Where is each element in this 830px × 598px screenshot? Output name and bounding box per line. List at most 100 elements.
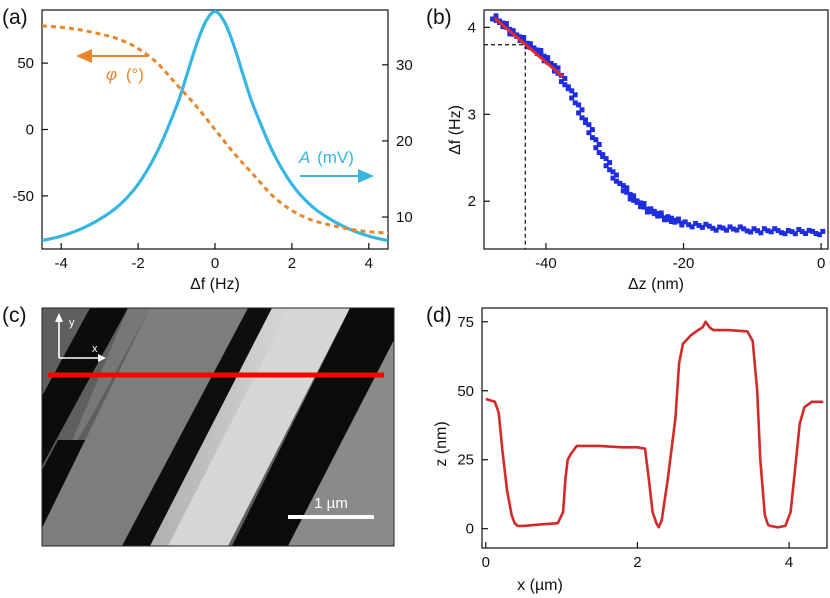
scatter-point (810, 228, 815, 234)
panel-label-d: (d) (426, 304, 452, 327)
scatter-point (820, 228, 826, 234)
scatter-point (613, 178, 619, 184)
scatter-point (569, 95, 575, 101)
scatter-point (775, 228, 781, 234)
afm-axis-y-label: y (69, 317, 75, 329)
scatter-point (620, 183, 626, 189)
scatter-point (641, 201, 647, 206)
afm-trench-2 (122, 308, 272, 546)
phase-label: φ (°) (106, 65, 144, 84)
afm-trench-3 (232, 308, 394, 546)
scatter-point (579, 115, 585, 121)
scatter-point (717, 224, 723, 230)
panel-b-ytick-label: 4 (468, 19, 476, 36)
scatter-point (689, 224, 695, 230)
scatter-point (782, 231, 788, 237)
scatter-point (720, 225, 726, 231)
scatter-point (627, 196, 633, 202)
scatter-point (596, 142, 602, 147)
scatter-point (586, 130, 592, 136)
scatter-point (706, 223, 712, 229)
panel-a-left-ytick-label: 50 (17, 55, 34, 72)
scatter-point (679, 222, 685, 228)
panel-b-ytick-label: 2 (468, 193, 476, 210)
scatter-point (558, 79, 564, 85)
scatter-point (696, 223, 702, 228)
afm-axis-x-label: x (92, 343, 98, 355)
panel-d-ytick-label: 50 (457, 383, 474, 400)
afm-axes-indicator: x y (55, 313, 106, 362)
scatter-point (562, 82, 568, 88)
amplitude-label: A (mV) (298, 148, 354, 167)
scatter-point (514, 32, 520, 38)
scatter-point (730, 226, 736, 232)
scatter-point (748, 229, 754, 235)
panel-d-xtick-label: 0 (482, 554, 490, 571)
scatter-point (651, 208, 657, 214)
scatter-point (665, 217, 671, 222)
panel-d-ytick-label: 0 (466, 521, 474, 538)
scatter-point (765, 228, 771, 234)
scale-bar-label: 1 µm (314, 495, 348, 512)
scatter-point (741, 226, 747, 232)
scatter-point (500, 20, 506, 26)
amplitude-curve (42, 10, 388, 243)
panel-b-points (490, 13, 826, 238)
scatter-point (534, 47, 540, 53)
scatter-point (669, 219, 674, 224)
scatter-point (751, 226, 757, 232)
scatter-point (792, 231, 798, 237)
panel-d: 0 2 4 0 25 50 75 x (µm) z (nm) (433, 307, 828, 594)
phase-curve (42, 24, 388, 235)
scatter-point (603, 156, 609, 162)
scatter-point (665, 214, 671, 220)
afm-frame (41, 307, 395, 547)
scatter-point (713, 227, 719, 233)
scatter-point (772, 226, 778, 232)
scatter-point (541, 53, 547, 59)
scatter-point (555, 65, 561, 71)
scatter-point (631, 193, 637, 199)
scatter-point (565, 86, 571, 92)
panel-b-ylabel: Δf (Hz) (447, 105, 464, 155)
scatter-point (607, 167, 613, 173)
afm-edge-shade (150, 308, 290, 546)
scatter-point (527, 41, 533, 47)
panel-d-ticks: 0 2 4 0 25 50 75 (457, 314, 793, 571)
scatter-point (693, 220, 699, 226)
scatter-point (548, 61, 554, 66)
scatter-point (799, 229, 805, 235)
panel-a-xtick-label: -4 (55, 255, 68, 272)
scatter-point (576, 110, 582, 116)
panel-d-xlabel: x (µm) (517, 577, 563, 594)
scatter-point (624, 185, 630, 191)
scatter-point (638, 200, 643, 206)
scatter-point (641, 204, 647, 210)
panel-a-xtick-label: -2 (131, 255, 144, 272)
scatter-point (803, 231, 809, 236)
panel-b-xlabel: Δz (nm) (628, 276, 684, 293)
panel-b-reference-lines (484, 44, 526, 249)
scatter-point (724, 227, 729, 233)
panel-b-xtick-label: -20 (673, 255, 695, 272)
panel-a-left-ytick-label: -50 (12, 188, 34, 205)
scatter-point (796, 227, 802, 232)
scatter-point (538, 51, 544, 57)
afm-stripe-mid (42, 308, 248, 546)
afm-trench-1 (42, 308, 128, 466)
panel-d-ytick-label: 75 (457, 314, 474, 331)
scatter-point (627, 191, 633, 197)
scatter-point (569, 88, 575, 94)
scatter-point (620, 188, 626, 194)
scatter-point (638, 204, 643, 210)
scatter-point (583, 117, 588, 123)
scatter-point (648, 209, 654, 215)
scatter-point (503, 21, 509, 27)
scatter-point (572, 100, 578, 106)
panel-c-afm-image (42, 308, 394, 546)
scatter-point (813, 231, 819, 236)
scatter-point (785, 228, 791, 234)
height-profile-curve (485, 320, 824, 529)
scatter-point (744, 228, 750, 234)
panel-b-ticks: -40 -20 0 2 3 4 (468, 19, 826, 272)
